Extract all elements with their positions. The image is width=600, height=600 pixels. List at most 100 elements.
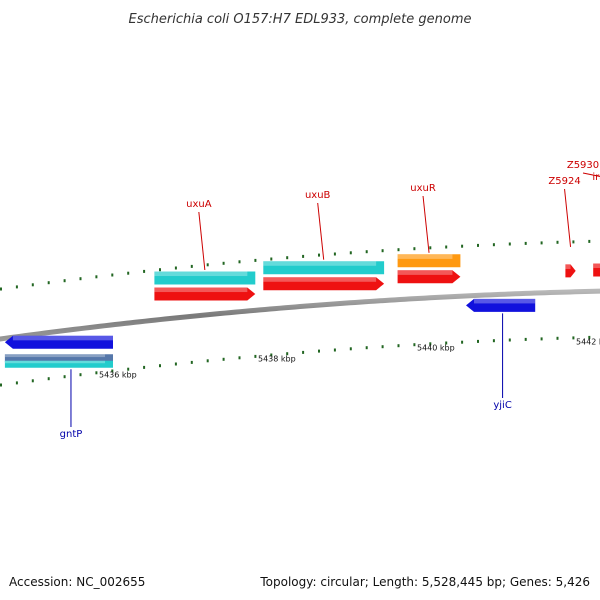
- tick-upper: [190, 264, 193, 268]
- tick-lower: [159, 364, 161, 368]
- cds-yjiC: [466, 298, 536, 312]
- tick-upper: [397, 248, 400, 252]
- tick-lower: [445, 341, 448, 345]
- tick-lower: [0, 383, 2, 387]
- tick-upper: [333, 252, 336, 256]
- tick-upper: [0, 287, 2, 291]
- tick-marks: [0, 239, 591, 387]
- tick-upper: [286, 256, 289, 260]
- tick-upper: [540, 241, 543, 245]
- tick-lower: [31, 379, 34, 383]
- tick-lower: [381, 345, 384, 349]
- tick-lower: [492, 339, 495, 343]
- backbone-line: [0, 288, 600, 342]
- tick-upper: [47, 281, 50, 285]
- tick-lower: [174, 362, 177, 366]
- tick-upper: [413, 247, 416, 251]
- map-title: Escherichia coli O157:H7 EDL933, complet…: [129, 12, 472, 27]
- cds-uxuB: [263, 277, 385, 291]
- tick-upper: [127, 271, 130, 275]
- tick-upper: [365, 250, 368, 254]
- tick-upper: [143, 269, 146, 273]
- tick-lower: [572, 336, 575, 340]
- gene-gntP-upper: [4, 354, 113, 363]
- tick-upper: [556, 240, 559, 244]
- genome-summary: Topology: circular; Length: 5,528,445 bp…: [259, 575, 590, 589]
- gene-label-uxuB: uxuB: [305, 190, 331, 201]
- genome-backbone: [0, 288, 600, 342]
- tick-lower: [238, 356, 241, 360]
- tick-upper: [159, 268, 161, 272]
- tick-lower: [333, 348, 336, 352]
- tick-lower: [254, 354, 257, 358]
- tick-upper: [15, 285, 18, 289]
- tick-upper: [524, 241, 527, 245]
- tick-upper: [588, 239, 591, 243]
- gene-label-uxuA: uxuA: [186, 199, 212, 210]
- gene-label-uxuR: uxuR: [410, 183, 436, 194]
- leader-Z5930: [582, 172, 600, 177]
- gene-label-Z5924: Z5924: [548, 176, 580, 187]
- tick-lower: [588, 335, 591, 339]
- leader-uxuA: [198, 211, 206, 271]
- leader-uxuB: [317, 202, 325, 260]
- tick-lower: [365, 346, 368, 350]
- tick-lower: [286, 352, 289, 356]
- tick-upper: [461, 244, 464, 248]
- tick-lower: [79, 373, 82, 377]
- leader-Z5924: [564, 188, 572, 247]
- tick-upper: [381, 249, 384, 253]
- gene-label-Z5930: Z5930: [567, 160, 599, 171]
- tick-lower: [127, 367, 130, 371]
- cds-Z5924: [565, 264, 576, 278]
- tick-lower: [397, 344, 400, 348]
- tick-upper: [111, 273, 114, 277]
- tick-lower: [143, 365, 146, 369]
- tick-lower: [63, 375, 66, 379]
- tick-upper: [302, 254, 305, 258]
- cds-uxuR: [397, 270, 461, 284]
- tick-upper: [95, 275, 98, 279]
- tick-lower: [206, 359, 209, 363]
- gene-uxuA: [154, 271, 256, 285]
- label-leader-lines: [70, 172, 600, 427]
- tick-lower: [222, 357, 225, 361]
- tick-upper: [174, 266, 177, 270]
- cds-uxuA: [154, 287, 256, 301]
- tick-lower: [47, 377, 50, 381]
- tick-upper: [349, 251, 352, 255]
- tick-upper: [318, 253, 320, 257]
- tick-lower: [270, 353, 273, 357]
- tick-lower: [15, 381, 18, 385]
- tick-lower: [556, 336, 559, 340]
- tick-lower: [524, 337, 527, 341]
- scale-label: 5442 kbp: [576, 337, 600, 346]
- cds-iraD: [593, 263, 600, 277]
- tick-upper: [222, 261, 225, 265]
- tick-lower: [349, 347, 352, 351]
- tick-upper: [508, 242, 511, 246]
- scale-label: 5440 kbp: [417, 344, 455, 353]
- tick-upper: [492, 243, 495, 247]
- tick-lower: [477, 339, 479, 343]
- tick-upper: [270, 257, 273, 261]
- tick-lower: [461, 340, 464, 344]
- scale-label: 5438 kbp: [258, 355, 296, 364]
- gene-label-gntP: gntP: [60, 429, 83, 440]
- tick-upper: [238, 260, 241, 264]
- scale-label: 5436 kbp: [99, 370, 137, 379]
- gene-uxuB: [263, 261, 385, 275]
- tick-upper: [429, 246, 432, 250]
- tick-upper: [63, 279, 66, 283]
- tick-upper: [206, 263, 209, 267]
- tick-upper: [477, 243, 479, 247]
- tick-lower: [429, 342, 432, 346]
- tick-lower: [302, 350, 305, 354]
- tick-upper: [572, 240, 575, 244]
- gene-uxuR: [397, 254, 461, 268]
- tick-lower: [318, 349, 320, 353]
- tick-upper: [31, 283, 34, 287]
- gene-label-iraD: iraD: [592, 172, 600, 183]
